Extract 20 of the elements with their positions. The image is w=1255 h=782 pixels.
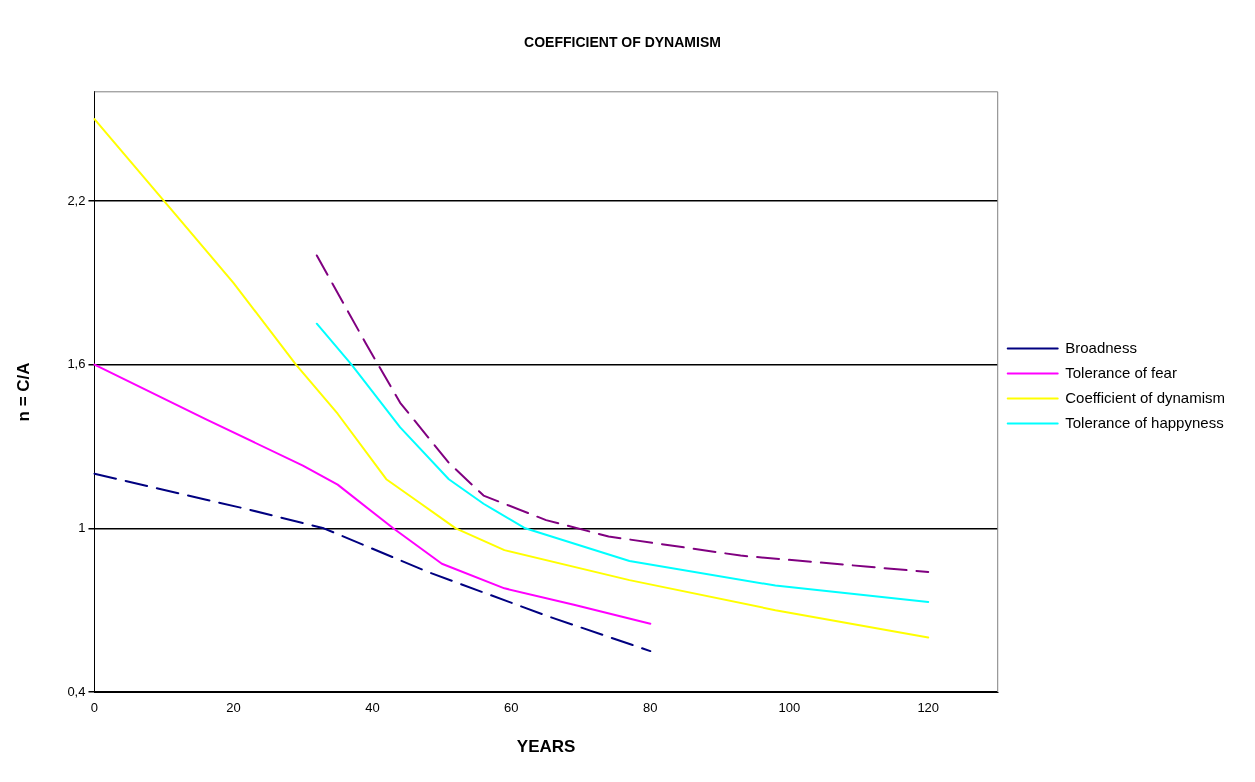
legend-label: Tolerance of happyness [1065,413,1224,431]
y-tick-label: 1 [78,519,86,535]
x-tick-label: 80 [643,700,658,716]
y-axis-title: n = C/A [13,362,33,422]
line-series [93,472,652,653]
x-tick-label: 60 [504,700,519,716]
x-tick-label: 40 [365,700,380,716]
y-tick-label: 1,6 [67,356,86,372]
chart-title: COEFFICIENT OF DYNAMISM [524,34,721,51]
y-tick-label: 2,2 [67,192,86,208]
line-series [315,254,930,573]
x-tick-label: 100 [778,700,801,716]
legend-label: Coefficient of dynamism [1065,388,1225,406]
x-tick-label: 120 [917,700,940,716]
legend-label: Tolerance of fear [1065,363,1177,381]
legend-label: Broadness [1065,338,1137,356]
y-tick-label: 0,4 [67,683,86,699]
x-tick-label: 20 [226,700,241,716]
x-axis-title: YEARS [516,737,576,757]
x-tick-label: 0 [90,700,99,716]
